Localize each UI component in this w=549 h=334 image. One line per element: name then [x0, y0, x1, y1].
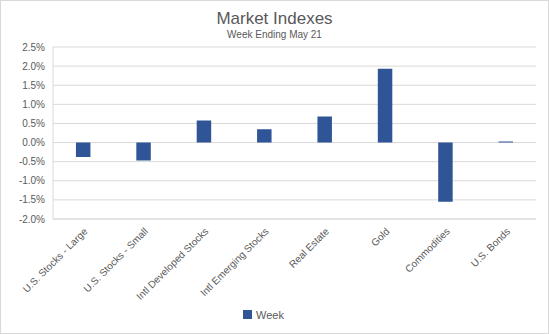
svg-text:1.5%: 1.5%	[22, 80, 45, 91]
svg-text:U.S. Stocks - Large: U.S. Stocks - Large	[21, 225, 90, 294]
svg-text:U.S. Stocks - Small: U.S. Stocks - Small	[81, 226, 150, 295]
svg-text:Commodities: Commodities	[403, 226, 452, 275]
svg-text:Intl Emerging Stocks: Intl Emerging Stocks	[198, 226, 271, 299]
svg-text:Gold: Gold	[369, 226, 392, 249]
svg-text:0.5%: 0.5%	[22, 118, 45, 129]
svg-text:-1.0%: -1.0%	[19, 175, 45, 186]
svg-text:U.S. Bonds: U.S. Bonds	[469, 226, 513, 270]
svg-text:2.0%: 2.0%	[22, 61, 45, 72]
html-text:Week: Week	[256, 309, 284, 321]
html-text:Market Indexes: Market Indexes	[216, 9, 333, 28]
svg-text:Intl Developed Stocks: Intl Developed Stocks	[134, 225, 211, 302]
svg-text:1.0%: 1.0%	[22, 99, 45, 110]
svg-text:-1.5%: -1.5%	[19, 194, 45, 205]
svg-text:2.5%: 2.5%	[22, 42, 45, 53]
svg-text:Real Estate: Real Estate	[287, 225, 332, 270]
svg-text:-0.5%: -0.5%	[19, 156, 45, 167]
svg-text:0.0%: 0.0%	[22, 137, 45, 148]
html-text:Week Ending May 21: Week Ending May 21	[227, 29, 322, 40]
svg-text:-2.0%: -2.0%	[19, 214, 45, 225]
